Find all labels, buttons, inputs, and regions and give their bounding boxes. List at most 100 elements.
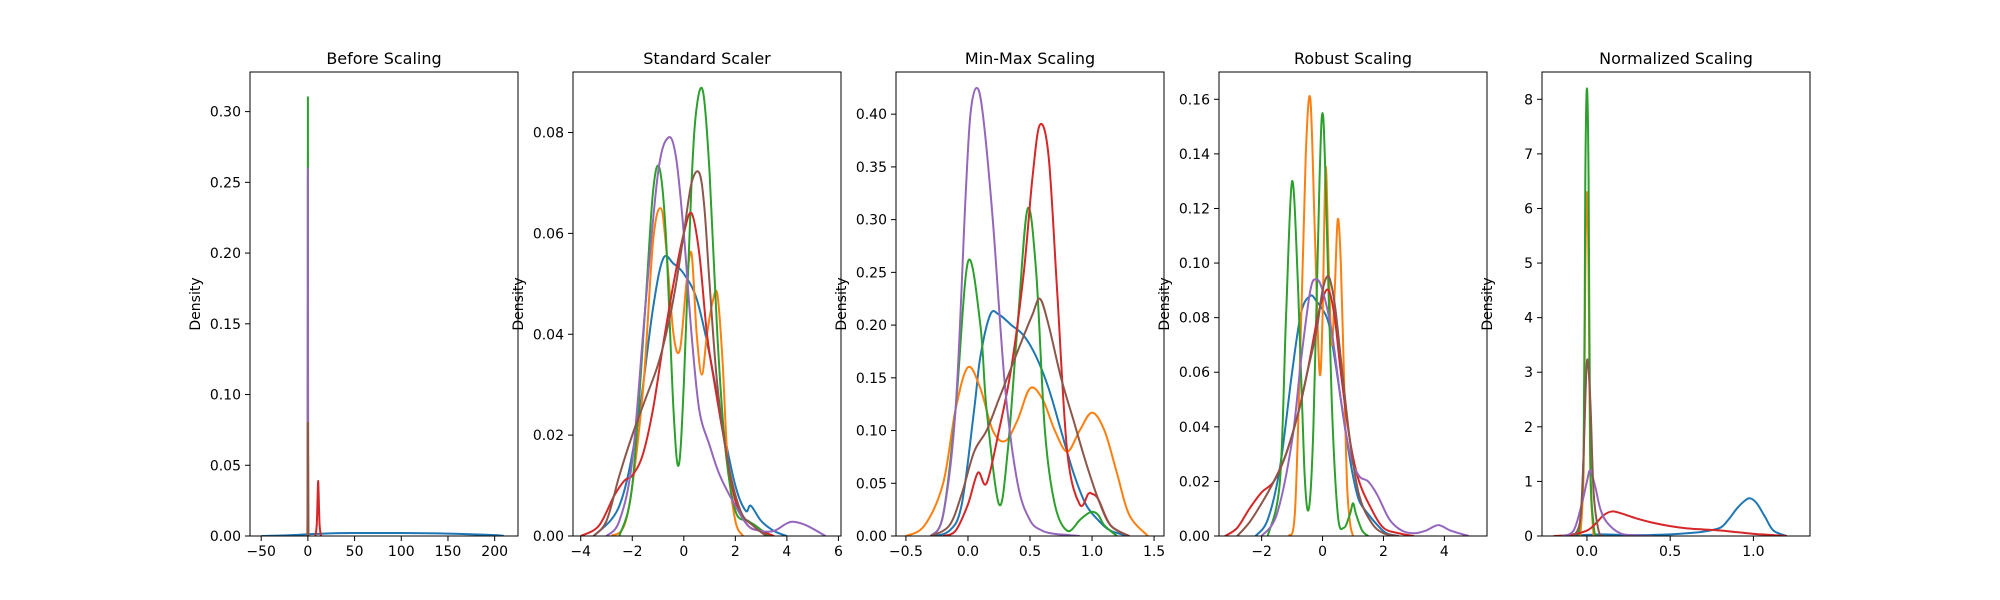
y-tick-label: 0.15	[856, 371, 887, 387]
x-tick-label: 0	[1318, 544, 1327, 560]
subplot-3: −0.5 0.0 0.5 1.0 1.5 0.00 0.05 0.10 0.15 0.20 0.25…	[834, 49, 1165, 560]
x-tick-label: 0	[303, 544, 312, 560]
density-curve-4	[942, 122, 1130, 536]
y-tick-label: 6	[1524, 201, 1533, 217]
x-tick-label: 0	[679, 544, 688, 560]
y-tick-label: 0.15	[210, 317, 241, 333]
y-tick-label: 5	[1524, 256, 1533, 272]
y-tick-label: 0.05	[856, 476, 887, 492]
subplot-1: −50 0 50 100 150 200 0.00 0.05 0.10 0.15 0.20 0.25 0…	[188, 49, 519, 560]
y-tick-label: 0.00	[533, 529, 564, 545]
y-tick-label: 2	[1524, 420, 1533, 436]
x-tick-label: 150	[435, 544, 462, 560]
density-curve-6	[592, 170, 767, 536]
density-curve-3	[929, 206, 1118, 536]
x-tick-label: 0.0	[1576, 544, 1598, 560]
y-tick-label: 0.10	[210, 388, 241, 404]
y-axis-label: Density	[1480, 277, 1496, 330]
x-tick-label: 4	[782, 544, 791, 560]
y-tick-label: 4	[1524, 311, 1533, 327]
density-curve-6	[1236, 275, 1399, 536]
y-tick-label: 1	[1524, 474, 1533, 490]
density-curve-1	[261, 531, 505, 536]
series-group	[1553, 87, 1788, 536]
subplot-2: −4 −2 0 2 4 6 0.00 0.02 0.04 0.06 0.08 Standard Sca…	[511, 49, 843, 560]
y-tick-label: 0.10	[856, 424, 887, 440]
x-tick-label: −50	[246, 544, 276, 560]
density-curve-4	[1553, 510, 1787, 536]
density-curve-5	[929, 86, 1080, 536]
x-tick-label: 0.5	[1019, 544, 1041, 560]
density-curve-6	[1572, 358, 1605, 536]
y-tick-label: 0.04	[1179, 420, 1210, 436]
y-tick-label: 0.08	[533, 126, 564, 142]
x-tick-label: 0.5	[1659, 544, 1681, 560]
x-tick-label: 2	[731, 544, 740, 560]
y-axis-label: Density	[511, 277, 527, 330]
x-tick-label: 4	[1440, 544, 1449, 560]
y-tick-label: 3	[1524, 365, 1533, 381]
x-tick-label: 100	[388, 544, 415, 560]
y-tick-label: 0.00	[1179, 529, 1210, 545]
density-curve-1	[592, 254, 788, 536]
subplot-4: −2 0 2 4 0.00 0.02 0.04 0.06 0.08 0.10 0.12 0.14 0.1…	[1157, 49, 1488, 560]
y-tick-label: 0.25	[210, 175, 241, 191]
density-curve-2	[610, 207, 744, 536]
subplot-title: Normalized Scaling	[1599, 49, 1753, 68]
subplot-title: Standard Scaler	[643, 49, 771, 68]
axes-frame	[895, 71, 1165, 537]
density-curve-4	[1224, 288, 1415, 536]
density-curve-6	[306, 421, 310, 536]
y-tick-label: 0.02	[1179, 474, 1210, 490]
x-tick-label: 50	[346, 544, 364, 560]
density-curve-4	[580, 211, 775, 536]
y-tick-label: 0.00	[856, 529, 887, 545]
y-tick-label: 0.20	[856, 318, 887, 334]
y-tick-label: 0.25	[856, 265, 887, 281]
y-tick-label: 0.40	[856, 107, 887, 123]
y-tick-label: 0.08	[1179, 311, 1210, 327]
y-tick-label: 0.04	[533, 327, 564, 343]
x-tick-label: 200	[481, 544, 508, 560]
series-group	[261, 96, 505, 536]
subplot-title: Before Scaling	[326, 49, 441, 68]
x-tick-label: −4	[570, 544, 591, 560]
x-tick-label: 2	[1379, 544, 1388, 560]
density-curve-5	[1561, 469, 1654, 536]
subplot-5: 0.0 0.5 1.0 0 1 2 3 4 5 6 7 8 Normalized Scaling Dens…	[1480, 49, 1811, 560]
y-tick-label: 0.12	[1179, 201, 1210, 217]
density-curve-5	[605, 136, 827, 536]
y-tick-label: 0.14	[1179, 147, 1210, 163]
axes-frame	[249, 71, 519, 537]
density-curve-2	[905, 365, 1149, 536]
y-axis-label: Density	[1157, 277, 1173, 330]
y-tick-label: 0.20	[210, 246, 241, 262]
x-tick-label: 1.0	[1742, 544, 1764, 560]
subplot-title: Min-Max Scaling	[965, 49, 1095, 68]
y-axis-label: Density	[188, 277, 204, 330]
y-tick-label: 0.00	[210, 529, 241, 545]
y-tick-label: 0.02	[533, 428, 564, 444]
y-tick-label: 0.06	[1179, 365, 1210, 381]
density-curve-3	[1266, 111, 1369, 536]
x-tick-label: −2	[622, 544, 643, 560]
y-tick-label: 0.10	[1179, 256, 1210, 272]
x-tick-label: −2	[1251, 544, 1272, 560]
y-tick-label: 0.05	[210, 458, 241, 474]
y-tick-label: 0.35	[856, 160, 887, 176]
axes-frame	[1218, 71, 1488, 537]
series-group	[580, 86, 827, 536]
x-tick-label: 1.5	[1143, 544, 1165, 560]
density-curve-3	[618, 86, 770, 536]
x-tick-label: −0.5	[889, 544, 923, 560]
axes-frame	[572, 71, 842, 537]
series-group	[905, 86, 1149, 536]
density-curve-5	[1260, 278, 1470, 536]
x-tick-label: 0.0	[957, 544, 979, 560]
y-axis-label: Density	[834, 277, 850, 330]
density-curve-4	[314, 479, 322, 536]
density-curve-6	[930, 297, 1130, 536]
x-tick-label: 1.0	[1081, 544, 1103, 560]
y-tick-label: 0.30	[210, 105, 241, 121]
